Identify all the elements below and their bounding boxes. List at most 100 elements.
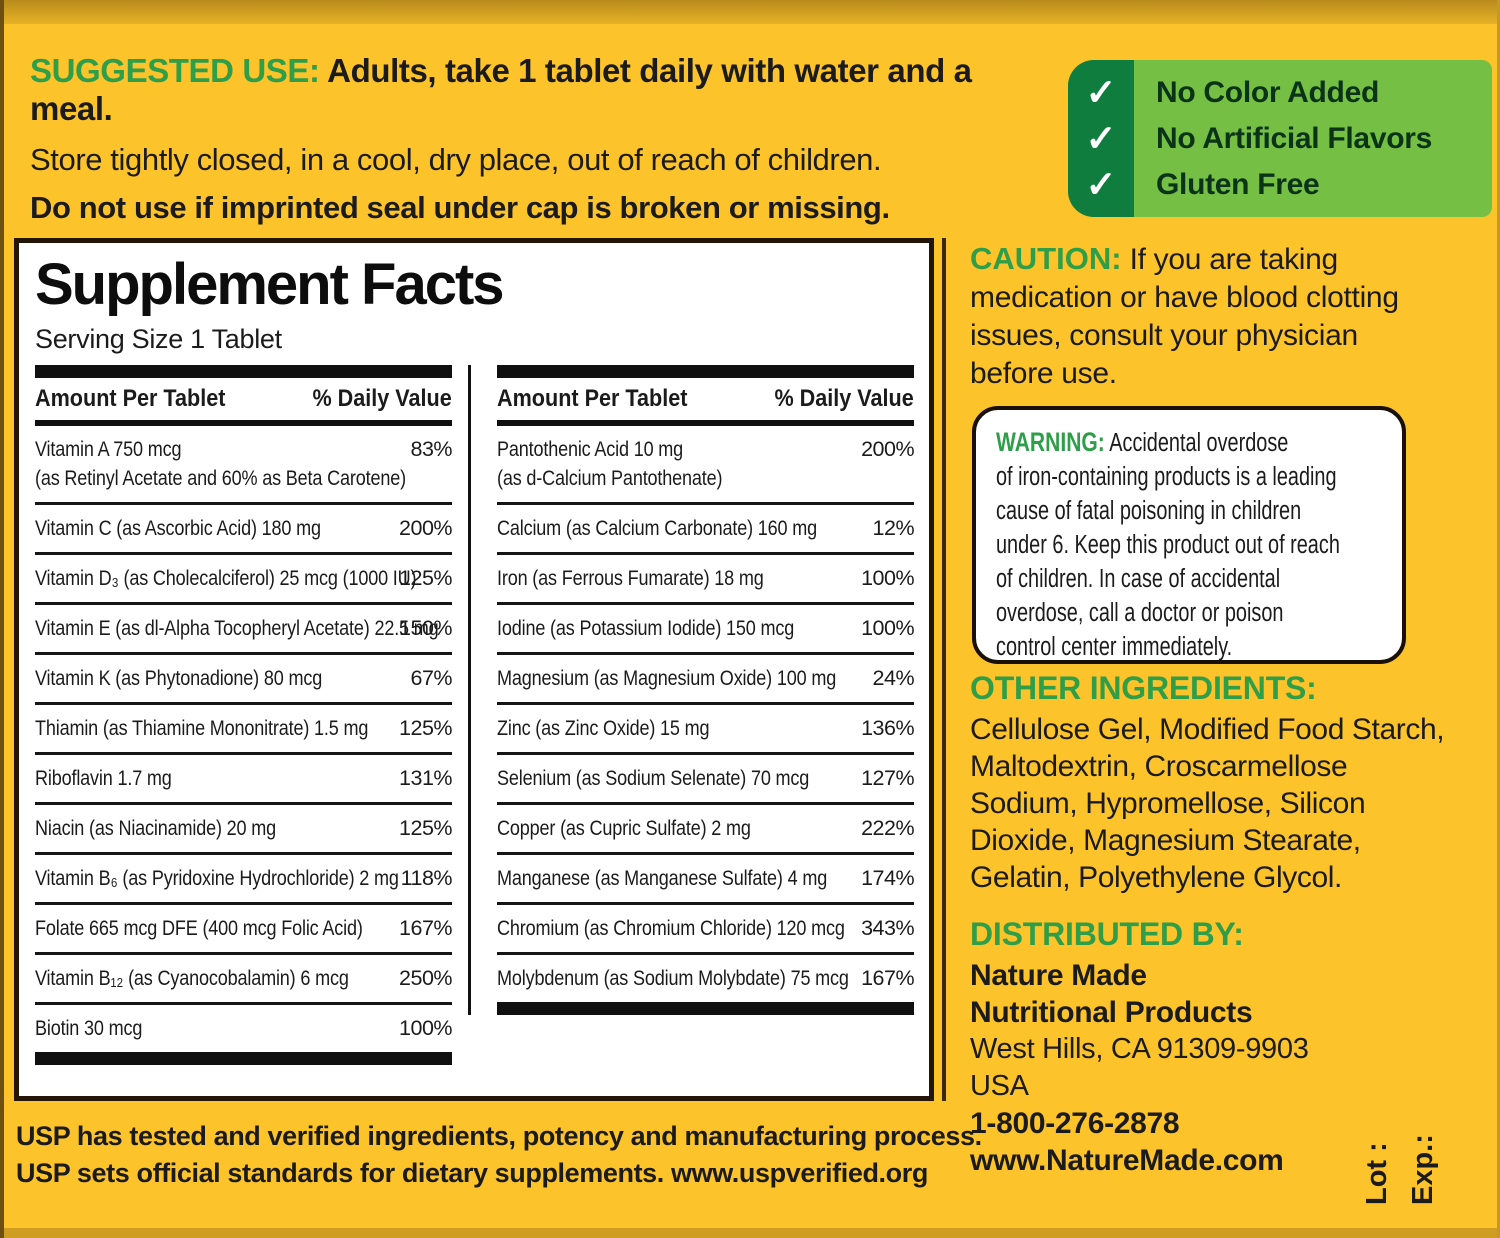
nutrient-row: Vitamin B₆ (as Pyridoxine Hydrochloride)… (35, 855, 453, 905)
usp-note: USP has tested and verified ingredients,… (16, 1118, 996, 1192)
nutrient-name: Molybdenum (as Sodium Molybdate) 75 mcg (497, 966, 849, 990)
supplement-facts-panel: Supplement Facts Serving Size 1 Tablet A… (14, 238, 934, 1101)
other-ingredients-section: OTHER INGREDIENTS: Cellulose Gel, Modifi… (970, 670, 1500, 896)
nutrient-name: Vitamin C (as Ascorbic Acid) 180 mg (35, 516, 321, 540)
suggested-use-label: SUGGESTED USE: (30, 52, 320, 89)
usp-line2: USP sets official standards for dietary … (16, 1155, 996, 1192)
nutrient-row: Chromium (as Chromium Chloride) 120 mcg 3… (497, 905, 915, 955)
nutrient-row: Pantothenic Acid 10 mg (as d-Calcium Pant… (497, 426, 915, 505)
divider-bar (497, 420, 915, 426)
supplement-facts-columns: Amount Per Tablet % Daily Value Vitamin … (35, 365, 915, 1065)
nutrient-name: Vitamin K (as Phytonadione) 80 mcg (35, 666, 323, 690)
nutrient-row: Zinc (as Zinc Oxide) 15 mg 136% (497, 705, 915, 755)
divider-bar (35, 365, 453, 378)
suggested-use-line3: Do not use if imprinted seal under cap i… (30, 190, 890, 225)
nutrient-row: Folate 665 mcg DFE (400 mcg Folic Acid) 1… (35, 905, 453, 955)
other-ingredients-label: OTHER INGREDIENTS: (970, 670, 1317, 706)
warning-text: Accidental overdose of iron-containing p… (996, 429, 1340, 661)
suggested-use-line1: SUGGESTED USE: Adults, take 1 tablet dai… (30, 52, 1060, 128)
nutrient-name: Thiamin (as Thiamine Mononitrate) 1.5 mg (35, 716, 369, 740)
nutrient-rows: Vitamin A 750 mcg (as Retinyl Acetate and… (35, 426, 453, 1052)
suggested-use-section: SUGGESTED USE: Adults, take 1 tablet dai… (30, 52, 1060, 226)
nutrient-row: Copper (as Cupric Sulfate) 2 mg 222% (497, 805, 915, 855)
daily-value: 24% (872, 666, 915, 690)
nutrient-row: Iron (as Ferrous Fumarate) 18 mg 100% (497, 555, 915, 605)
nutrient-name: Folate 665 mcg DFE (400 mcg Folic Acid) (35, 916, 363, 940)
warning-box: WARNING: Accidental overdose of iron-con… (972, 406, 1406, 664)
warning-label: WARNING: (996, 427, 1105, 457)
daily-value: 200% (861, 437, 915, 461)
nutrient-name: Magnesium (as Magnesium Oxide) 100 mg (497, 666, 837, 690)
daily-value: 136% (861, 716, 915, 740)
nutrient-row: Vitamin D₃ (as Cholecalciferol) 25 mcg (… (35, 555, 453, 605)
other-ingredients-list: Cellulose Gel, Modified Food Starch, Mal… (970, 713, 1445, 894)
label-bottom-edge (0, 1228, 1500, 1238)
column-header: Amount Per Tablet % Daily Value (497, 378, 914, 420)
nutrient-row: Selenium (as Sodium Selenate) 70 mcg 127% (497, 755, 915, 805)
daily-value-header: % Daily Value (774, 385, 915, 412)
claims-panel: ✓ No Color Added ✓ No Artificial Flavors… (1068, 60, 1492, 217)
checkmark-icon: ✓ (1085, 71, 1117, 113)
company-name: Nature Made (970, 959, 1147, 992)
daily-value: 125% (399, 566, 453, 590)
divider-bar (497, 365, 915, 378)
daily-value: 167% (861, 966, 915, 990)
exp-label: Exp.: (1407, 1134, 1439, 1205)
company-country: USA (970, 1070, 1029, 1102)
claim-row: ✓ Gluten Free (1068, 162, 1492, 208)
daily-value: 174% (861, 866, 915, 890)
claim-row: ✓ No Artificial Flavors (1068, 116, 1492, 162)
caution-section: CAUTION: If you are taking medication or… (970, 240, 1495, 393)
usp-line2-text: USP sets official standards for dietary … (16, 1158, 671, 1188)
nutrient-name: Vitamin B₆ (as Pyridoxine Hydrochloride)… (35, 866, 399, 890)
nutrient-name: Iron (as Ferrous Fumarate) 18 mg (497, 566, 764, 590)
company-name-2: Nutritional Products (970, 996, 1253, 1029)
warning-paragraph: WARNING: Accidental overdose of iron-con… (996, 425, 1390, 664)
checkmark-icon: ✓ (1085, 117, 1117, 159)
column-header: Amount Per Tablet % Daily Value (35, 378, 452, 420)
checkmark-icon: ✓ (1085, 163, 1117, 205)
nutrient-note: (as Retinyl Acetate and 60% as Beta Caro… (35, 466, 406, 490)
daily-value: 343% (861, 916, 915, 940)
divider-bar (35, 420, 453, 426)
daily-value: 125% (399, 816, 453, 840)
daily-value: 200% (399, 516, 453, 540)
supplement-facts-title: Supplement Facts (35, 252, 505, 317)
nutrient-row: Niacin (as Niacinamide) 20 mg 125% (35, 805, 453, 855)
daily-value: 127% (861, 766, 915, 790)
nutrient-name: Calcium (as Calcium Carbonate) 160 mg (497, 516, 818, 540)
daily-value: 131% (399, 766, 453, 790)
distributed-by-section: DISTRIBUTED BY: Nature Made Nutritional … (970, 916, 1430, 1179)
daily-value: 67% (410, 666, 453, 690)
phone-number: 1-800-276-2878 (970, 1107, 1180, 1140)
usp-line1: USP has tested and verified ingredients,… (16, 1121, 982, 1151)
nutrient-name: Pantothenic Acid 10 mg (497, 437, 684, 461)
nutrient-row: Riboflavin 1.7 mg 131% (35, 755, 453, 805)
suggested-use-line2: Store tightly closed, in a cool, dry pla… (30, 142, 882, 177)
label-right-edge (1497, 0, 1500, 1238)
nutrient-row: Biotin 30 mcg 100% (35, 1005, 453, 1052)
daily-value: 250% (399, 966, 453, 990)
nutrient-rows: Pantothenic Acid 10 mg (as d-Calcium Pant… (497, 426, 915, 1002)
nutrient-name: Biotin 30 mcg (35, 1016, 143, 1040)
nutrient-name: Vitamin D₃ (as Cholecalciferol) 25 mcg (… (35, 566, 417, 590)
daily-value: 222% (861, 816, 915, 840)
nutrient-name: Chromium (as Chromium Chloride) 120 mcg (497, 916, 845, 940)
nutrient-row: Calcium (as Calcium Carbonate) 160 mg 12% (497, 505, 915, 555)
nutrient-name: Manganese (as Manganese Sulfate) 4 mg (497, 866, 828, 890)
suggested-use-dose: Adults, take 1 tablet daily with water a… (30, 52, 972, 127)
label-top-edge (0, 0, 1500, 24)
amount-header: Amount Per Tablet (497, 385, 688, 412)
claim-label: No Artificial Flavors (1156, 121, 1432, 155)
nutrient-name: Niacin (as Niacinamide) 20 mg (35, 816, 277, 840)
nutrient-name: Vitamin B₁₂ (as Cyanocobalamin) 6 mcg (35, 966, 349, 990)
daily-value: 125% (399, 716, 453, 740)
usp-url: www.uspverified.org (671, 1158, 928, 1188)
claim-label: Gluten Free (1156, 167, 1320, 201)
nutrient-row: Vitamin B₁₂ (as Cyanocobalamin) 6 mcg 250… (35, 955, 453, 1005)
nutrient-name: Selenium (as Sodium Selenate) 70 mcg (497, 766, 810, 790)
claim-row: ✓ No Color Added (1068, 70, 1492, 116)
website-url: www.NatureMade.com (970, 1144, 1284, 1177)
nutrient-row: Vitamin E (as dl-Alpha Tocopheryl Acetat… (35, 605, 453, 655)
